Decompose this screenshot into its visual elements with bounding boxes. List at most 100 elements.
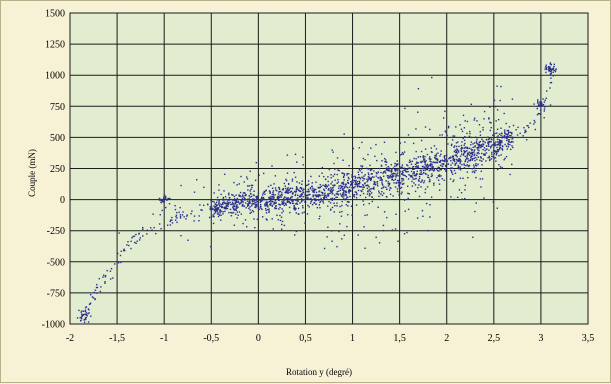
data-point bbox=[473, 157, 476, 159]
data-point bbox=[431, 173, 433, 175]
data-point bbox=[445, 131, 447, 134]
data-point bbox=[345, 197, 347, 200]
data-point bbox=[463, 144, 465, 146]
data-point bbox=[322, 184, 324, 186]
data-point bbox=[377, 171, 380, 173]
data-point bbox=[455, 151, 457, 153]
data-point bbox=[336, 202, 338, 204]
data-point bbox=[278, 208, 280, 210]
data-point bbox=[489, 159, 491, 161]
data-point bbox=[312, 194, 314, 196]
data-point bbox=[508, 141, 511, 143]
data-point bbox=[505, 145, 508, 147]
data-point bbox=[458, 159, 461, 162]
data-point bbox=[420, 139, 423, 142]
data-point bbox=[389, 176, 391, 179]
data-point bbox=[297, 197, 299, 199]
data-point bbox=[482, 153, 485, 155]
data-point bbox=[391, 170, 393, 172]
data-point bbox=[341, 185, 344, 188]
data-point bbox=[240, 213, 243, 215]
data-point bbox=[216, 210, 218, 212]
data-point bbox=[373, 170, 375, 172]
data-point bbox=[473, 150, 475, 152]
data-point bbox=[528, 126, 530, 129]
data-point bbox=[222, 199, 224, 201]
data-point bbox=[94, 289, 97, 291]
data-point bbox=[310, 175, 312, 178]
data-point bbox=[306, 197, 308, 200]
data-point bbox=[543, 108, 546, 110]
data-point bbox=[171, 219, 173, 221]
data-point bbox=[382, 171, 385, 173]
data-point bbox=[278, 190, 280, 193]
data-point bbox=[331, 206, 334, 209]
data-point bbox=[339, 187, 342, 189]
data-point bbox=[278, 188, 281, 191]
data-point bbox=[338, 185, 340, 187]
data-point bbox=[500, 127, 502, 129]
data-point bbox=[345, 203, 348, 206]
data-point bbox=[397, 170, 399, 172]
data-point bbox=[271, 193, 273, 196]
data-point bbox=[308, 183, 310, 185]
data-point bbox=[387, 175, 390, 177]
data-point bbox=[484, 141, 486, 144]
data-point bbox=[262, 192, 264, 194]
data-point bbox=[425, 160, 427, 162]
data-point bbox=[375, 172, 378, 174]
data-point bbox=[79, 316, 81, 319]
data-point bbox=[213, 205, 215, 207]
data-point bbox=[358, 176, 360, 179]
data-point bbox=[285, 178, 287, 181]
data-point bbox=[328, 168, 331, 171]
data-point bbox=[412, 178, 414, 180]
data-point bbox=[455, 126, 457, 128]
data-point bbox=[403, 151, 406, 153]
data-point bbox=[495, 160, 497, 162]
data-point bbox=[380, 164, 383, 167]
data-point bbox=[453, 179, 455, 181]
data-point bbox=[450, 167, 453, 169]
data-point bbox=[484, 149, 486, 152]
data-point bbox=[329, 190, 332, 192]
data-point bbox=[417, 186, 419, 189]
data-point bbox=[408, 174, 410, 176]
data-point bbox=[360, 165, 362, 167]
data-point bbox=[369, 190, 372, 192]
data-point bbox=[219, 210, 222, 212]
data-point bbox=[453, 135, 456, 137]
data-point bbox=[382, 184, 384, 186]
data-point bbox=[434, 154, 436, 157]
data-point bbox=[343, 179, 345, 181]
data-point bbox=[453, 146, 455, 148]
data-point bbox=[340, 215, 343, 217]
data-point bbox=[390, 187, 392, 189]
data-point bbox=[401, 180, 403, 182]
data-point bbox=[438, 175, 441, 178]
data-point bbox=[381, 190, 383, 193]
data-point bbox=[507, 132, 510, 135]
data-point bbox=[424, 191, 426, 194]
data-point bbox=[347, 176, 350, 179]
data-point bbox=[274, 199, 277, 202]
data-point bbox=[497, 150, 499, 153]
data-point bbox=[479, 145, 482, 147]
data-point bbox=[476, 142, 478, 145]
data-point bbox=[238, 183, 240, 185]
data-point bbox=[389, 170, 391, 172]
data-point bbox=[359, 186, 361, 188]
data-point bbox=[221, 206, 223, 209]
data-point bbox=[345, 194, 347, 197]
data-point bbox=[303, 188, 305, 190]
data-point bbox=[229, 201, 231, 204]
data-point bbox=[326, 198, 329, 201]
data-point bbox=[311, 189, 313, 191]
data-point bbox=[415, 166, 417, 168]
data-point bbox=[445, 159, 447, 161]
data-point bbox=[294, 191, 297, 193]
data-point bbox=[517, 126, 519, 129]
data-point bbox=[216, 196, 219, 199]
data-point bbox=[301, 205, 304, 207]
